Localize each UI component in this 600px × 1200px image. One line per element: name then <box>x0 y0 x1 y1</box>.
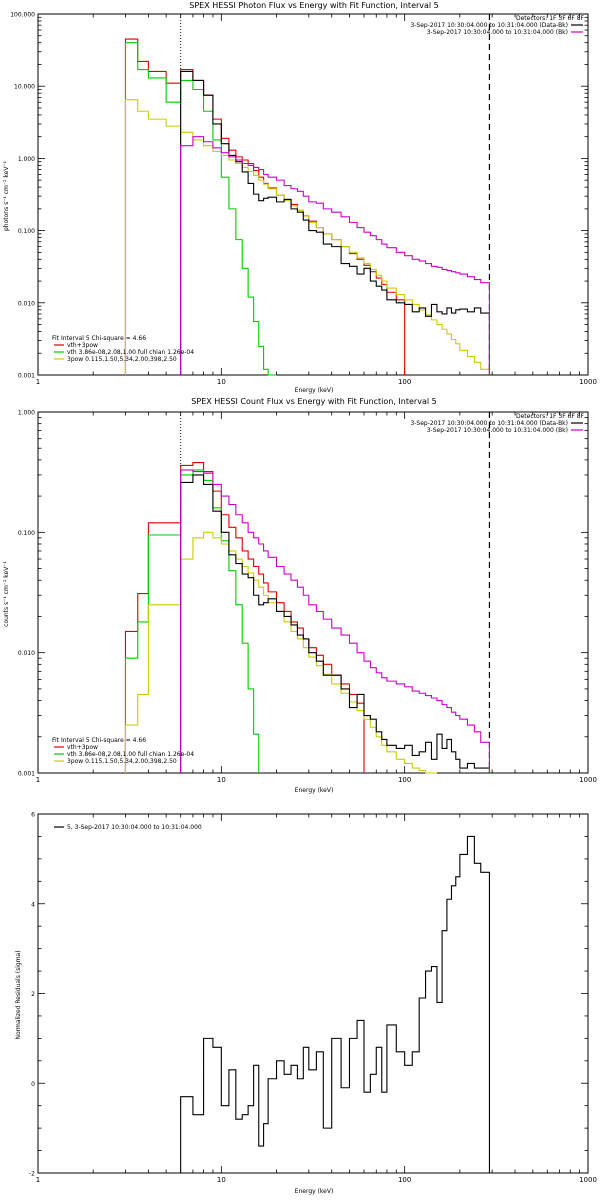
x-tick-label: 100 <box>398 776 411 784</box>
y-tick-label: 0.100 <box>18 530 35 537</box>
photon-flux-xlabel: Energy (keV) <box>295 387 334 394</box>
x-tick-label: 10 <box>217 776 226 784</box>
x-tick-label: 10 <box>217 378 226 386</box>
x-tick-label: 1000 <box>579 1176 597 1184</box>
count-flux-panel: SPEX HESSI Count Flux vs Energy with Fit… <box>3 397 597 794</box>
x-tick-label: 1000 <box>579 378 597 386</box>
series-line-0 <box>124 462 365 773</box>
y-tick-label: 2 <box>31 991 35 998</box>
plot-frame <box>37 813 589 1174</box>
x-tick-label: 1 <box>36 1176 40 1184</box>
series-line-3 <box>180 474 490 773</box>
x-tick-label: 100 <box>398 1176 411 1184</box>
photon-flux-panel: SPEX HESSI Photon Flux vs Energy with Fi… <box>3 1 597 394</box>
header-line: 3-Sep-2017 10:30:04.000 to 10:31:04.000 … <box>427 29 568 36</box>
x-tick-label: 1 <box>36 378 40 386</box>
legend-entry: 3pow 0.115,1.50,5.34,2.00,398,2.50 <box>67 356 177 363</box>
header-line: Detectors: 1F 3F 6F 8F <box>516 413 585 420</box>
count-flux-ylabel: counts s⁻¹ cm⁻² keV⁻¹ <box>3 561 10 627</box>
y-tick-label: 6 <box>31 812 35 819</box>
series-line-0 <box>124 38 406 375</box>
y-tick-label: -2 <box>29 1171 35 1178</box>
header-line: 3-Sep-2017 10:30:04.000 to 10:31:04.000 … <box>427 427 568 434</box>
legend-entry: vth 3.86e-08,2.08,1.00 full chian 1.26e-… <box>67 349 194 356</box>
series-line-4 <box>180 136 490 375</box>
y-tick-label: 0.010 <box>18 300 35 307</box>
series-line-4 <box>180 469 490 773</box>
photon-flux-title: SPEX HESSI Photon Flux vs Energy with Fi… <box>189 1 439 10</box>
legend-entry: Fit Interval 5 Chi-square = 4.66 <box>52 335 146 342</box>
x-tick-label: 1 <box>36 776 40 784</box>
y-tick-label: 1.000 <box>18 156 35 163</box>
legend-entry: vth+3pow <box>67 744 98 751</box>
y-tick-label: 4 <box>31 901 35 908</box>
photon-flux-ylabel: photons s⁻¹ cm⁻² keV⁻¹ <box>3 160 10 231</box>
count-flux-title: SPEX HESSI Count Flux vs Energy with Fit… <box>191 397 436 406</box>
series-line-1 <box>124 469 260 773</box>
legend-entry: vth 3.86e-08,2.08,1.00 full chian 1.26e-… <box>67 751 194 758</box>
residuals-xlabel: Energy (keV) <box>295 1188 334 1195</box>
y-tick-label: 1.000 <box>18 410 35 417</box>
x-tick-label: 10 <box>217 1176 226 1184</box>
series-line-2 <box>124 531 437 774</box>
residuals-panel: Normalized Residuals (sigma) Energy (keV… <box>15 812 597 1196</box>
y-tick-label: 0 <box>31 1081 35 1088</box>
header-line: 3-Sep-2017 10:30:04.000 to 10:31:04.000 … <box>410 420 568 427</box>
header-line: 3-Sep-2017 10:30:04.000 to 10:31:04.000 … <box>410 22 568 29</box>
series-line-3 <box>180 70 490 375</box>
residuals-ylabel: Normalized Residuals (sigma) <box>15 950 22 1039</box>
y-tick-label: 0.100 <box>18 228 35 235</box>
x-tick-label: 100 <box>398 378 411 386</box>
series-line-1 <box>124 42 277 376</box>
y-tick-label: 100.000 <box>10 12 35 19</box>
count-flux-xlabel: Energy (keV) <box>295 787 334 794</box>
series-line-2 <box>124 99 490 375</box>
y-tick-label: 0.010 <box>18 650 35 657</box>
x-tick-label: 1000 <box>579 776 597 784</box>
series-line-0 <box>180 835 490 1173</box>
legend-entry: vth+3pow <box>67 342 98 349</box>
y-tick-label: 10.000 <box>14 84 35 91</box>
y-tick-label: 0.001 <box>18 373 35 380</box>
legend-entry: 5, 3-Sep-2017 10:30:04.000 to 10:31:04.0… <box>67 824 202 831</box>
plot-frame <box>37 411 589 774</box>
y-tick-label: 0.001 <box>18 771 35 778</box>
plot-frame <box>37 13 589 376</box>
legend-entry: Fit Interval 5 Chi-square = 4.66 <box>52 737 146 744</box>
header-line: Detectors: 1F 3F 6F 8F <box>516 15 585 22</box>
legend-entry: 3pow 0.115,1.50,5.34,2.00,398,2.50 <box>67 758 177 765</box>
